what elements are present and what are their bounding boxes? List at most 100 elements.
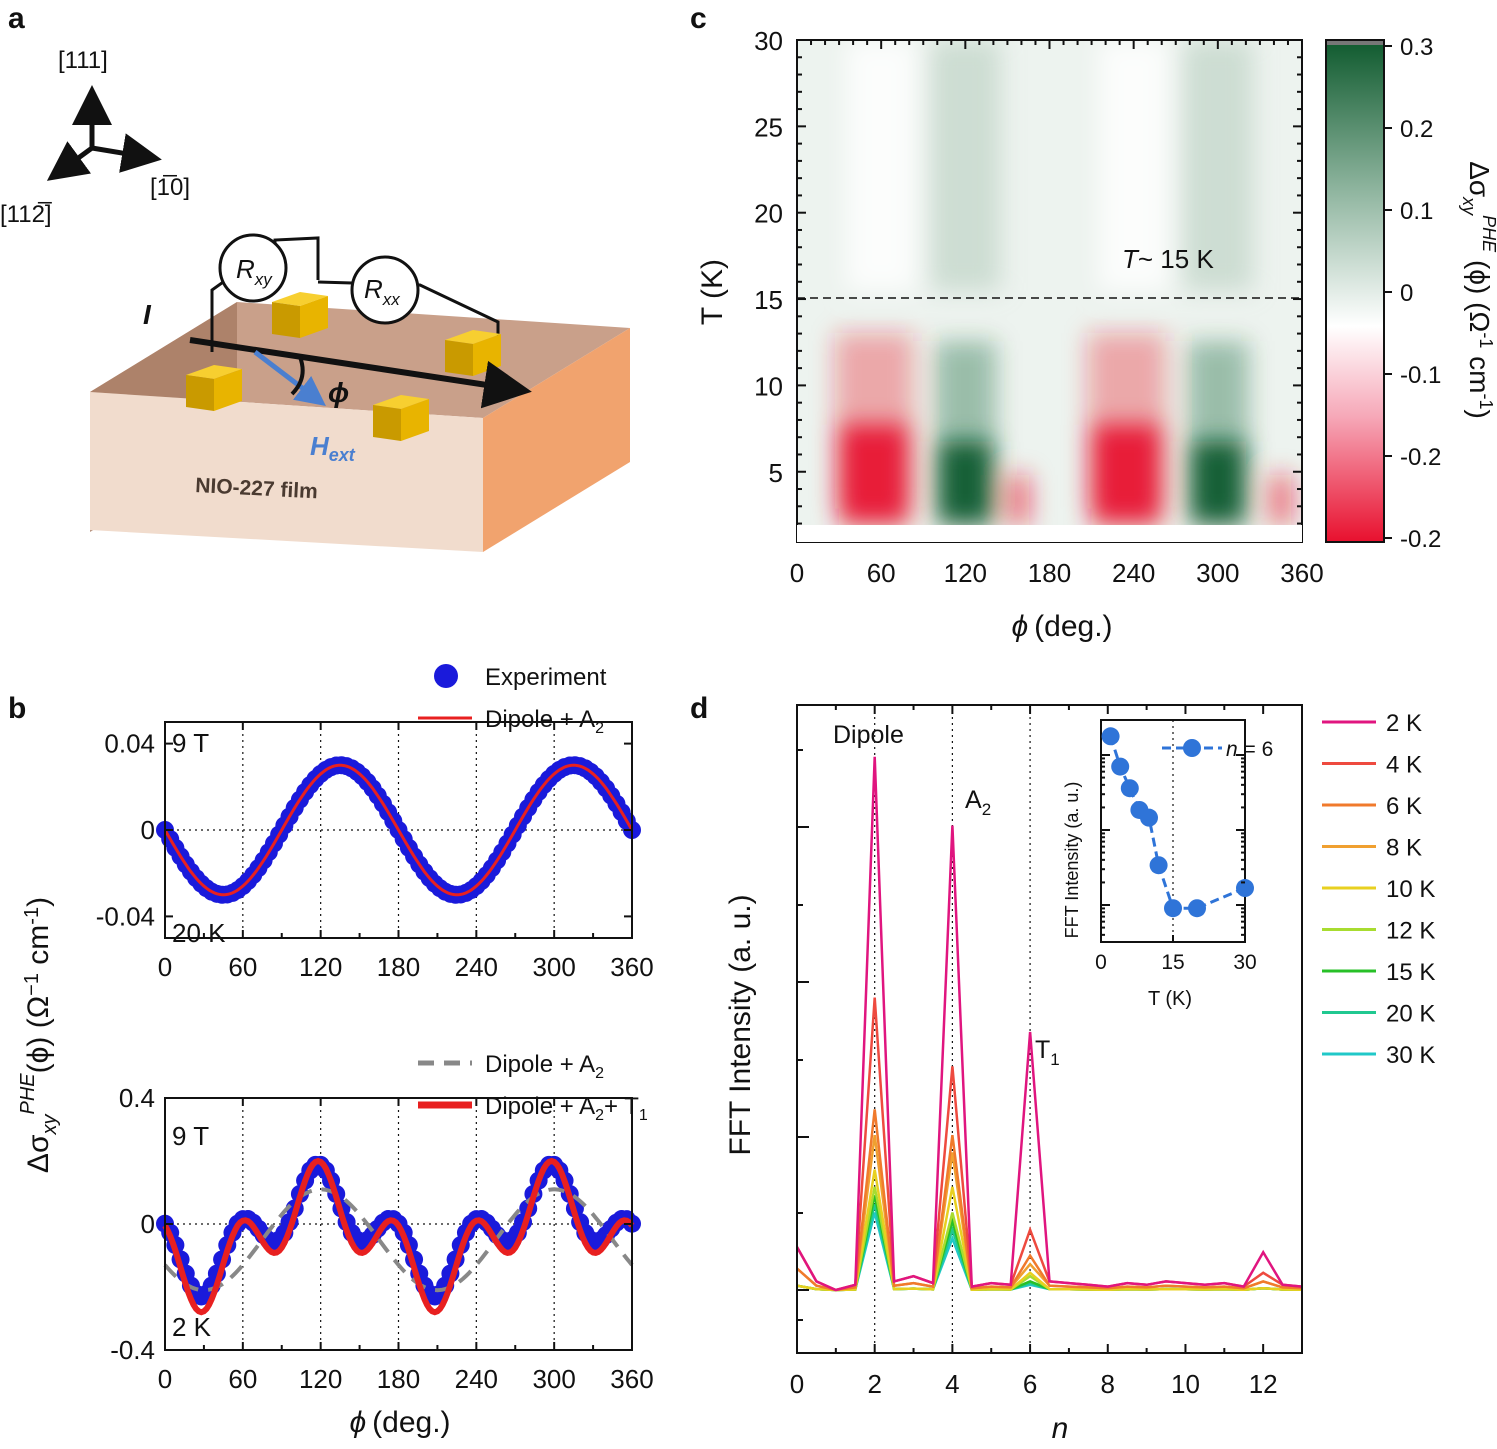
legend-dipole-a2-t1: Dipole + A2+ T1 xyxy=(485,1093,648,1124)
panel-c-heatmap: T~ 15 K 0 60 120 180 240 300 360 30 25 20 15 10 5 ϕ(… xyxy=(696,26,1497,643)
inset-x-label: T (K) xyxy=(1148,988,1192,1010)
fit-line-dipole-a2 xyxy=(163,763,634,897)
axis-1-10-label: [1̅0] xyxy=(150,174,190,201)
fit-line-dipole-a2-t1 xyxy=(162,1157,635,1316)
colorbar-tick-label: 0.3 xyxy=(1400,34,1433,61)
angle-arc xyxy=(290,356,305,396)
inset-data-point xyxy=(1140,808,1158,827)
peak-label-a2: A2 xyxy=(965,786,991,819)
rxy-label: Rxy xyxy=(236,254,273,289)
rxx-meter xyxy=(350,255,420,325)
inset-legend: n = 6 xyxy=(1162,738,1273,761)
fft-series-10k xyxy=(796,1169,1303,1292)
x-tick-label: 240 xyxy=(1112,558,1155,588)
y-tick-label: 30 xyxy=(754,26,783,56)
colorbar-tick-label: -0.1 xyxy=(1400,362,1441,389)
heatmap-image xyxy=(797,40,1302,525)
x-tick-label: 180 xyxy=(1028,558,1071,588)
crystal-axes: [111] [1̅0] [112̅] xyxy=(0,47,190,228)
x-tick-label: 6 xyxy=(1023,1369,1037,1399)
heat-lobe-small xyxy=(1269,475,1293,525)
y-tick-label: 20 xyxy=(754,199,783,229)
current-label: I xyxy=(143,299,152,330)
y-tick-label: -0.4 xyxy=(110,1335,155,1365)
heat-lobe-negative-core xyxy=(1091,424,1162,525)
fft-series-2k xyxy=(795,756,1303,1292)
heatmap-x-label: ϕ (deg.) xyxy=(1011,610,1112,643)
legend-marker-experiment xyxy=(434,664,458,688)
fit-line-dipole-a2-dashed xyxy=(163,1187,634,1293)
x-tick-label: 360 xyxy=(1280,558,1323,588)
y-tick-label: 10 xyxy=(754,371,783,401)
x-tick-label: 60 xyxy=(228,1364,257,1394)
heat-band-high-t xyxy=(1098,40,1169,291)
inset-data-point xyxy=(1111,757,1130,776)
axis-1-10-arrow xyxy=(91,133,162,173)
x-tick-label: 120 xyxy=(944,558,987,588)
contact-pad xyxy=(373,395,429,441)
y-tick-label: 0.4 xyxy=(119,1083,155,1113)
angle-label: ϕ xyxy=(328,377,349,408)
colorbar-tick-label: 0 xyxy=(1400,280,1413,307)
x-tick-label: 180 xyxy=(377,952,420,982)
field-label: Hext xyxy=(310,431,356,465)
heat-lobe-negative-core xyxy=(839,424,910,525)
fft-plot: 0 2 4 6 8 10 12 xyxy=(790,704,1303,1399)
field-arrow xyxy=(253,350,326,407)
temperature-legend: 2 K 4 K 6 K 8 K 10 K 12 K 15 K 20 K 30 K xyxy=(1322,710,1435,1069)
inset-legend-marker xyxy=(1183,739,1201,757)
y-tick-label: 15 xyxy=(754,285,783,315)
b-bottom-field-label: 9 T xyxy=(172,1121,209,1151)
threshold-annotation: T~ 15 K xyxy=(1122,244,1214,274)
legend-experiment: Experiment xyxy=(485,664,607,691)
y-tick-label: 25 xyxy=(754,112,783,142)
b-x-label: ϕ (deg.) xyxy=(349,1406,450,1439)
y-tick-label: 0.04 xyxy=(104,729,155,759)
x-tick-label: 0 xyxy=(790,558,804,588)
legend-label-12k: 12 K xyxy=(1386,918,1435,945)
inset-x-tick-label: 30 xyxy=(1233,951,1256,974)
x-tick-label: 300 xyxy=(532,1364,575,1394)
x-tick-label: 0 xyxy=(158,1364,172,1394)
axis-11-2-arrow xyxy=(46,141,94,181)
b-top-field-label: 9 T xyxy=(172,728,209,758)
panel-label-b: b xyxy=(8,692,26,725)
colorbar-ticks: 0.3 0.2 0.1 0 -0.1 -0.2 -0.2 xyxy=(1384,34,1441,553)
contact-pad xyxy=(186,365,242,411)
x-tick-label: 0 xyxy=(790,1369,804,1399)
heatmap-y-label: T (K) xyxy=(696,259,729,325)
panel-label-c: c xyxy=(690,2,707,35)
d-y-label: FFT Intensity (a. u.) xyxy=(724,894,757,1155)
b-bottom-temp-label: 2 K xyxy=(172,1312,212,1342)
inset-data-point xyxy=(1149,856,1168,875)
x-tick-label: 240 xyxy=(455,1364,498,1394)
legend-label-2k: 2 K xyxy=(1386,710,1422,737)
x-tick-label: 120 xyxy=(299,1364,342,1394)
b-bottom-legend: Dipole + A2 Dipole + A2+ T1 xyxy=(418,1051,648,1124)
rxx-label: Rxx xyxy=(364,274,400,309)
x-tick-label: 180 xyxy=(377,1364,420,1394)
plot-frame xyxy=(796,704,1303,1354)
b-top-legend: Experiment Dipole + A2 xyxy=(418,664,607,737)
heat-band-high-t xyxy=(846,40,917,291)
colorbar xyxy=(1325,39,1385,543)
panel-label-d: d xyxy=(690,692,708,725)
x-tick-label: 4 xyxy=(945,1369,959,1399)
inset-data-point xyxy=(1236,879,1254,898)
legend-label-10k: 10 K xyxy=(1386,876,1435,903)
legend-label-6k: 6 K xyxy=(1386,793,1422,820)
y-tick-label: -0.04 xyxy=(96,901,155,931)
heat-lobe-positive-core xyxy=(1189,441,1246,525)
legend-dipole-a2-model: Dipole + A2 xyxy=(485,1051,604,1082)
current-arrow xyxy=(189,337,532,409)
measurement-circuit: Rxy Rxx xyxy=(210,233,500,352)
colorbar-top-cap xyxy=(1327,41,1383,45)
d-x-label: n xyxy=(1052,1412,1069,1445)
inset-y-label: FFT Intensity (a. u.) xyxy=(1062,782,1082,939)
film-right-face xyxy=(483,328,630,552)
panel-d: 0 2 4 6 8 10 12 Dipole A2 T1 n FFT Intensity (… xyxy=(724,704,1435,1445)
legend-label-4k: 4 K xyxy=(1386,752,1422,779)
x-tick-label: 120 xyxy=(299,952,342,982)
